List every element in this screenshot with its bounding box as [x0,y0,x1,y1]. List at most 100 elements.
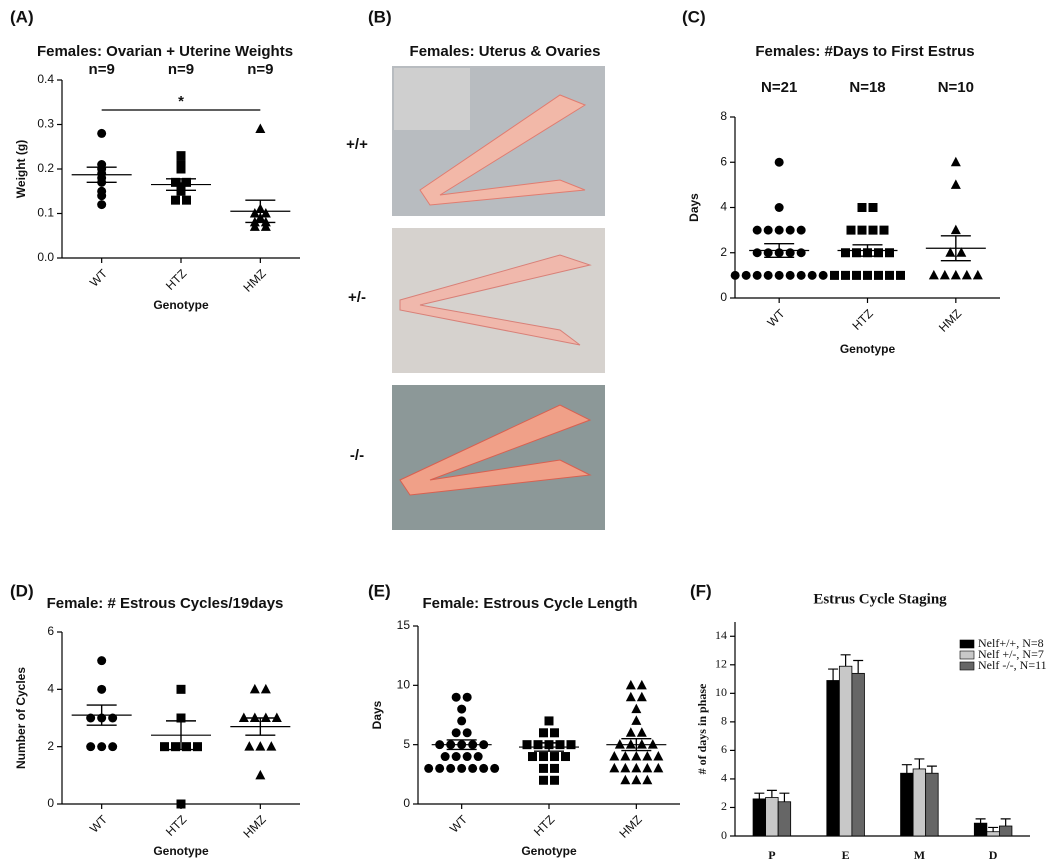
n-label: n=9 [247,61,273,78]
data-point [424,763,434,773]
x-tick-label: M [914,848,925,862]
data-point [614,739,625,749]
data-point [653,751,664,761]
data-point [255,123,266,133]
data-point [462,752,472,762]
n-label: N=10 [938,79,974,96]
y-tick-label: 0.1 [37,206,54,220]
data-point [631,751,642,761]
legend-swatch [959,639,975,649]
x-tick-label: WT [87,266,111,290]
data-point [533,740,543,750]
x-tick-label: WT [447,812,471,836]
error-bar [828,668,839,681]
x-tick-label: WT [764,306,788,330]
error-bar [852,244,883,257]
chart-title: Females: Ovarian + Uterine Weights [37,43,293,60]
x-tick-label: HTZ [163,812,189,838]
y-tick-label: 10 [715,685,727,699]
data-point [539,763,548,773]
y-tick-label: 8 [720,109,727,123]
bar [925,772,939,837]
data-point [945,247,956,257]
data-point [176,799,186,809]
data-point [171,195,180,205]
data-point [462,692,472,702]
data-point [555,740,565,750]
data-point [457,763,467,773]
photo-panel: (B) Females: Uterus & Ovaries +/+ +/- -/… [346,7,605,530]
chart-title: Female: Estrous Cycle Length [422,595,637,612]
data-point [97,128,107,138]
data-point [255,769,266,780]
data-point [260,712,271,722]
bar [851,672,865,837]
data-point [539,775,548,785]
significance-label: * [178,93,184,110]
data-point [774,203,784,212]
data-point [642,751,653,761]
y-tick-label: 0 [721,828,727,842]
data-point [451,752,461,762]
data-point [868,225,878,235]
error-bar [446,739,477,751]
data-point [176,151,186,161]
y-tick-label: 4 [47,682,54,696]
n-label: N=21 [761,79,797,96]
panel-label: (E) [368,581,391,600]
error-bar [988,826,999,832]
y-tick-label: 0 [47,796,54,810]
error-bar [766,789,777,798]
data-point [730,270,740,280]
data-point [636,691,647,702]
photo-mask [394,68,470,130]
error-bar [166,720,196,751]
x-tick-label: HTZ [531,812,557,838]
panel-label: (F) [690,581,712,600]
data-point [950,156,961,167]
panel-label: (D) [10,581,34,600]
data-point [950,224,961,235]
genotype-label: +/- [348,289,366,306]
data-point [451,728,461,738]
bar [998,825,1013,837]
data-point [647,739,658,749]
data-point [446,763,456,773]
data-point [625,691,636,702]
data-point [193,742,202,752]
data-point [796,248,806,258]
panel-label: (A) [10,7,34,26]
x-tick-label: E [842,848,850,862]
data-point [490,763,500,773]
data-point [874,270,883,280]
data-point [972,269,983,280]
data-point [457,704,467,714]
y-tick-label: 6 [721,742,727,756]
y-axis-title: Days [687,193,701,222]
data-point [176,684,186,694]
data-point [939,269,950,280]
data-point [435,763,445,773]
data-point [852,248,861,258]
data-point [642,762,653,773]
data-point [818,270,828,280]
data-point [86,742,96,752]
data-point [885,270,894,280]
x-tick-label: HMZ [240,266,268,294]
error-bar [940,235,971,262]
data-point [874,248,883,258]
error-bar [166,178,196,192]
error-bar [1000,818,1011,827]
y-tick-label: 4 [720,200,727,214]
x-tick-label: D [989,848,998,862]
n-label: n=9 [89,61,115,78]
error-bar [840,654,851,667]
error-bar [779,792,790,802]
data-point [796,270,806,280]
data-point [97,742,107,752]
data-point [550,763,559,773]
data-point [171,177,180,187]
data-point [176,164,186,174]
n-label: N=18 [849,79,885,96]
